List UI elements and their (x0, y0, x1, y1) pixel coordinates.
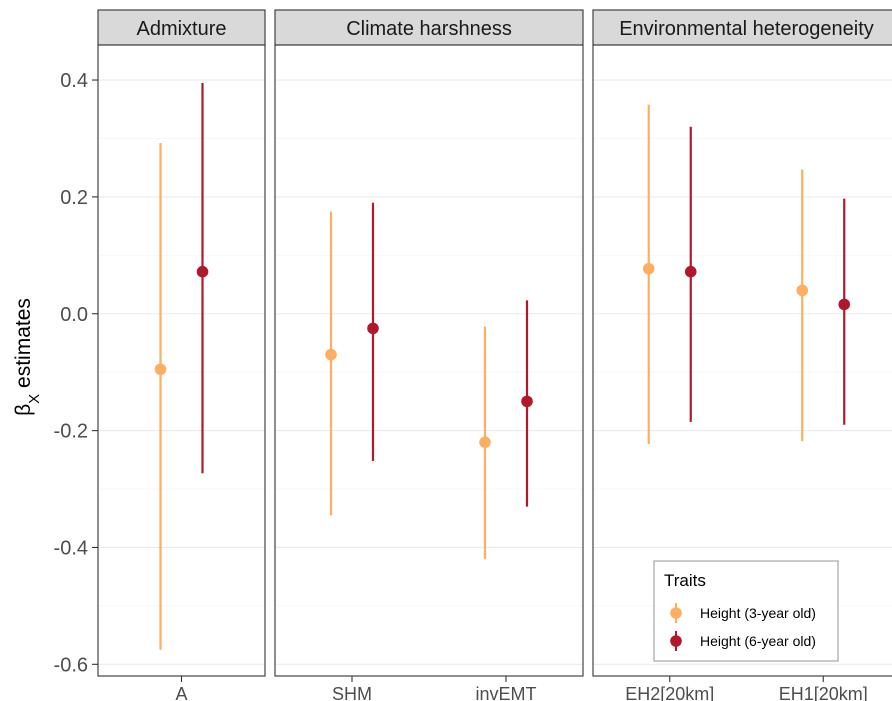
svg-text:βX estimates: βX estimates (12, 298, 43, 416)
facet-strip-label: Admixture (136, 18, 226, 40)
facet-panel-3: Environmental heterogeneity EH2[20km] EH1[… (592, 9, 892, 701)
gridlines (98, 79, 265, 665)
y-axis-title: βX estimates (12, 298, 43, 416)
x-tick-label: A (175, 684, 187, 701)
y-axis-title-symbol: β (12, 404, 35, 416)
facet-strip-label: Climate harshness (346, 18, 512, 40)
panel-border (97, 44, 266, 677)
panels-layer: 0.4 0.2 0.0 -0.2 -0.4 -0.6 Admixture A Climate h… (54, 9, 892, 701)
point-estimate (684, 265, 697, 278)
legend-key-point (670, 635, 682, 647)
panel-border (592, 44, 892, 677)
facet-strip-label: Environmental heterogeneity (619, 18, 874, 40)
y-tick-label: -0.2 (54, 421, 88, 443)
y-tick-label: 0.0 (60, 304, 88, 326)
legend-title: Traits (664, 571, 706, 590)
point-estimate (838, 298, 851, 311)
facet-panel-2: Climate harshness SHM invEMT (274, 9, 584, 701)
series-2 (196, 82, 209, 474)
x-tick-label: EH2[20km] (625, 684, 714, 701)
y-axis-title-subscript: X (26, 394, 43, 404)
legend-label: Height (6-year old) (700, 633, 816, 649)
series-2 (684, 126, 851, 425)
legend-key-point (670, 607, 682, 619)
point-estimate (367, 322, 379, 335)
legend-label: Height (3-year old) (700, 605, 816, 621)
y-tick-label: 0.4 (60, 70, 88, 92)
y-tick-label: 0.2 (60, 187, 88, 209)
panel-border (274, 44, 584, 677)
y-axis: 0.4 0.2 0.0 -0.2 -0.4 -0.6 (54, 70, 98, 676)
point-estimate (642, 262, 655, 275)
y-axis-title-text: estimates (12, 298, 35, 394)
series-1 (325, 211, 491, 560)
point-estimate (796, 284, 809, 297)
x-tick-label: SHM (332, 684, 372, 701)
x-tick-label: EH1[20km] (779, 684, 868, 701)
point-estimate (521, 395, 533, 408)
series-1 (642, 104, 809, 445)
facet-strip (274, 9, 584, 46)
gridlines (275, 79, 583, 665)
point-estimate (479, 436, 491, 449)
facet-strip (592, 9, 892, 46)
facet-panel-1: Admixture A (97, 9, 266, 701)
y-tick-label: -0.4 (54, 537, 88, 559)
x-tick-label: invEMT (475, 684, 536, 701)
y-tick-label: -0.6 (54, 654, 88, 676)
point-estimate (325, 348, 337, 361)
series-2 (367, 202, 533, 507)
series-1 (154, 143, 167, 650)
point-estimate (154, 363, 167, 376)
point-estimate (196, 265, 209, 278)
legend: Traits Height (3-year old) Height (6-year … (653, 560, 839, 662)
legend-box (653, 560, 839, 662)
